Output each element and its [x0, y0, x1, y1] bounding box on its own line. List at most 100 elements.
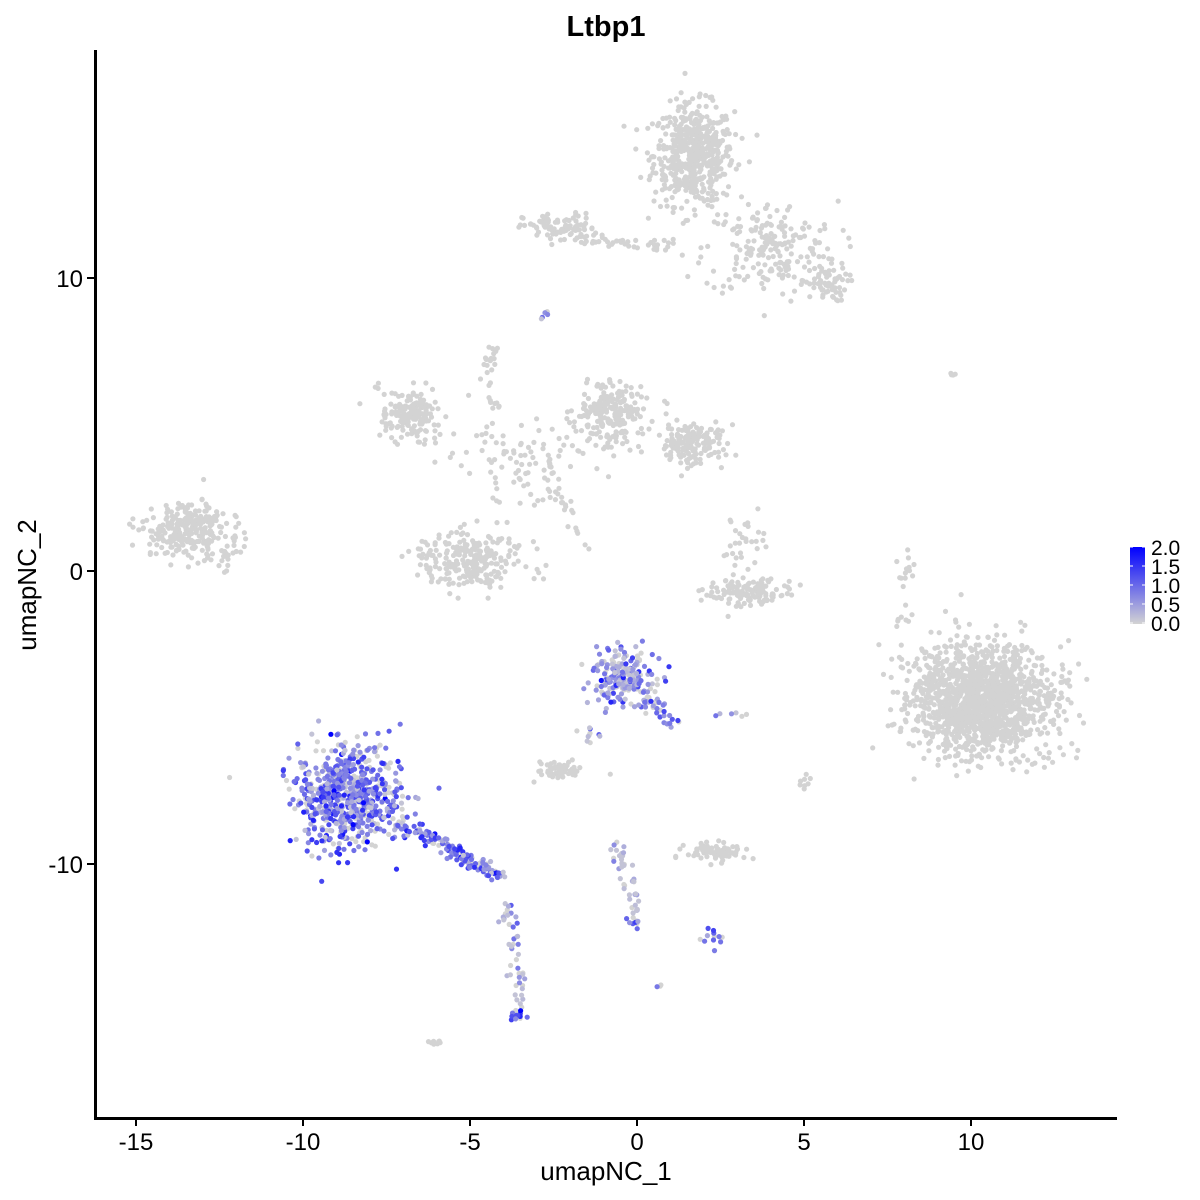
cell-point	[926, 653, 933, 659]
cell-point	[668, 170, 674, 176]
cell-point	[611, 453, 617, 459]
cell-point	[1035, 707, 1041, 713]
cell-point	[1014, 659, 1021, 665]
cell-point	[457, 539, 463, 545]
cell-point	[951, 734, 957, 740]
cell-point	[742, 521, 748, 528]
cell-point	[605, 394, 612, 400]
cell-point	[1067, 670, 1073, 676]
cell-point	[935, 671, 941, 677]
cell-point	[804, 254, 810, 260]
cell-point	[918, 698, 924, 704]
cell-point	[283, 777, 290, 784]
cell-point	[751, 238, 757, 244]
cell-point	[165, 523, 171, 530]
cell-point	[607, 771, 613, 777]
cell-point	[983, 655, 990, 661]
cell-point	[811, 276, 818, 282]
cell-point	[682, 99, 688, 105]
cell-point	[170, 552, 176, 558]
cell-point	[788, 243, 794, 249]
cell-point	[617, 238, 623, 244]
cell-point	[811, 280, 817, 286]
cell-point	[1026, 713, 1032, 719]
cell-point	[697, 163, 703, 169]
cell-point	[151, 537, 157, 543]
cell-point	[360, 807, 366, 813]
cell-point	[784, 591, 791, 597]
cell-point	[447, 454, 453, 460]
cell-point	[295, 745, 301, 752]
cell-point	[355, 833, 362, 839]
cell-point	[752, 560, 758, 566]
cell-point	[670, 236, 676, 242]
cell-point	[314, 797, 320, 803]
cell-point	[693, 436, 699, 442]
cell-point	[328, 802, 334, 808]
cell-point	[431, 422, 437, 428]
cell-point	[726, 600, 732, 606]
cell-point	[909, 612, 915, 618]
cell-point	[415, 572, 421, 578]
cell-point	[461, 521, 467, 527]
cell-point	[911, 561, 917, 568]
cell-point	[1034, 683, 1040, 689]
cell-point	[727, 584, 733, 590]
cell-point	[424, 542, 431, 548]
cell-point	[399, 814, 406, 820]
cell-point	[489, 420, 495, 426]
cell-point	[220, 511, 226, 517]
cell-point	[980, 693, 986, 699]
cell-point	[455, 561, 461, 567]
cell-point	[144, 517, 150, 523]
cell-point	[356, 844, 362, 850]
cell-point	[1076, 712, 1083, 719]
cell-point	[464, 579, 470, 585]
cell-point	[798, 254, 804, 260]
cell-point	[755, 591, 761, 597]
cell-point	[1013, 683, 1020, 689]
cell-point	[419, 538, 425, 544]
cell-point	[366, 804, 372, 810]
cell-point	[593, 442, 599, 448]
cell-point	[766, 235, 772, 241]
cell-point	[758, 577, 764, 584]
cell-point	[633, 237, 639, 243]
cell-point	[319, 878, 325, 884]
cell-point	[953, 619, 959, 625]
cell-point	[838, 292, 844, 298]
cell-point	[181, 549, 187, 555]
cell-point	[763, 583, 769, 589]
cell-point	[221, 569, 228, 575]
cell-point	[446, 559, 452, 565]
cell-point	[755, 529, 762, 535]
cell-point	[465, 558, 471, 565]
cell-point	[925, 690, 931, 697]
cell-point	[357, 401, 363, 407]
cell-point	[382, 787, 388, 793]
cell-point	[551, 759, 557, 765]
cell-point	[710, 580, 716, 586]
cell-point	[762, 262, 768, 268]
cell-point	[995, 688, 1001, 694]
cell-point	[822, 226, 828, 232]
cell-point	[709, 179, 715, 185]
cell-point	[980, 747, 986, 753]
cell-point	[414, 400, 420, 406]
cell-point	[815, 281, 821, 287]
cell-point	[977, 681, 983, 687]
cell-point	[389, 390, 395, 396]
cell-point	[531, 502, 538, 508]
cell-point	[331, 788, 337, 794]
cell-point	[159, 544, 165, 551]
cell-point	[941, 682, 947, 688]
cell-point	[698, 597, 704, 603]
cell-point	[793, 232, 799, 238]
cell-point	[695, 193, 701, 199]
cell-point	[193, 530, 199, 536]
cell-point	[1031, 719, 1037, 726]
cell-point	[736, 162, 742, 168]
cell-point	[591, 425, 597, 431]
cell-point	[547, 488, 553, 494]
cell-point	[732, 562, 738, 568]
